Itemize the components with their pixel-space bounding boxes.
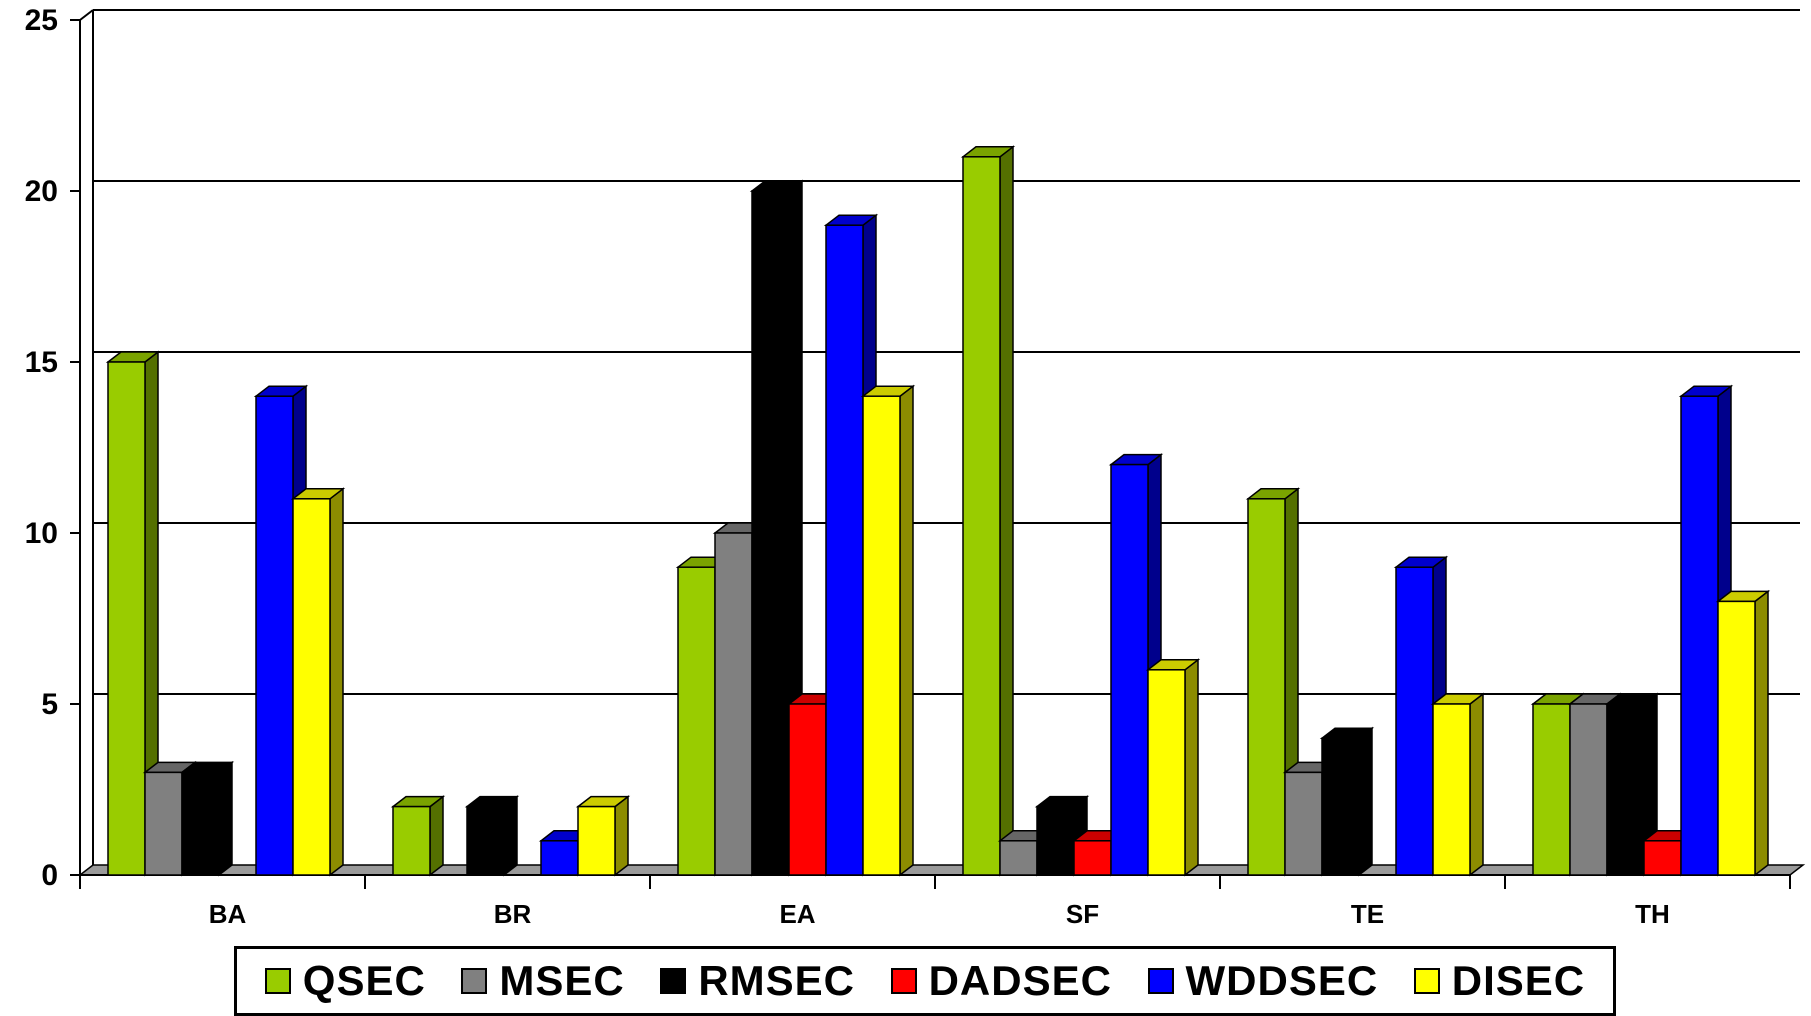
- bar-rmsec-te-side: [1358, 726, 1373, 877]
- legend-label: MSEC: [499, 957, 625, 1004]
- bar-qsec-br-side: [429, 795, 444, 877]
- bar-wddsec-th: [1680, 395, 1719, 876]
- bar-disec-ea-side: [899, 384, 914, 877]
- bar-wddsec-ea: [825, 224, 864, 876]
- y-tick-label: 25: [25, 4, 58, 37]
- y-axis-top-edge: [79, 9, 94, 21]
- bar-msec-sf: [999, 840, 1038, 876]
- bar-qsec-sf: [962, 156, 1001, 876]
- x-category-label: SF: [1066, 899, 1099, 929]
- bar-rmsec-ba: [181, 771, 220, 876]
- y-tick-label: 0: [41, 859, 58, 892]
- x-category-label: BA: [209, 899, 247, 929]
- bar-rmsec-br-side: [503, 795, 518, 877]
- legend-swatch: [1147, 968, 1174, 994]
- bar-rmsec-ba-side: [218, 760, 233, 877]
- legend: QSEC MSEC RMSEC DADSEC WDDSEC DISEC: [234, 946, 1616, 1016]
- bar-qsec-ea: [677, 566, 716, 876]
- bar-disec-te: [1432, 703, 1471, 876]
- x-category-label: TH: [1635, 899, 1670, 929]
- y-tick-label: 10: [25, 517, 58, 550]
- bar-disec-ba-side: [329, 487, 344, 877]
- bar-rmsec-ea: [751, 190, 790, 876]
- legend-label: DISEC: [1451, 957, 1586, 1004]
- legend-item-disec: DISEC: [1413, 957, 1586, 1005]
- legend-swatch: [1413, 968, 1440, 994]
- bar-disec-te-side: [1469, 692, 1484, 877]
- legend-swatch: [660, 968, 687, 994]
- bar-rmsec-br: [466, 805, 505, 876]
- y-tick-label: 5: [41, 688, 58, 721]
- bar-disec-ea: [862, 395, 901, 876]
- bar-dadsec-ea: [788, 703, 827, 876]
- legend-swatch: [461, 968, 488, 994]
- bar-disec-sf: [1147, 669, 1186, 876]
- bar-dadsec-th: [1643, 840, 1682, 876]
- bar-qsec-ba: [107, 361, 146, 876]
- legend-item-dadsec: DADSEC: [890, 957, 1112, 1005]
- y-tick-label: 20: [25, 175, 58, 208]
- bar-msec-te: [1284, 771, 1323, 876]
- legend-label: QSEC: [302, 957, 426, 1004]
- legend-label: WDDSEC: [1185, 957, 1379, 1004]
- bar-disec-sf-side: [1184, 658, 1199, 877]
- legend-label: DADSEC: [928, 957, 1112, 1004]
- bar-wddsec-sf: [1110, 463, 1149, 876]
- bar-msec-th: [1569, 703, 1608, 876]
- legend-item-rmsec: RMSEC: [660, 957, 855, 1005]
- legend-label: RMSEC: [698, 957, 856, 1004]
- bar-qsec-th: [1532, 703, 1571, 876]
- bar-disec-br-side: [614, 795, 629, 877]
- x-category-label: BR: [494, 899, 532, 929]
- legend-item-wddsec: WDDSEC: [1147, 957, 1379, 1005]
- bar-disec-th: [1717, 600, 1756, 876]
- legend-swatch: [890, 968, 917, 994]
- y-tick-label: 15: [25, 346, 58, 379]
- bar-wddsec-br: [540, 840, 579, 876]
- bar-msec-ba: [144, 771, 183, 876]
- legend-item-qsec: QSEC: [264, 957, 426, 1005]
- bar-disec-br: [577, 805, 616, 876]
- bar-dadsec-sf: [1073, 840, 1112, 876]
- bar-disec-ba: [292, 498, 331, 876]
- bar-rmsec-th: [1606, 703, 1645, 876]
- bar-qsec-te: [1247, 498, 1286, 876]
- bar-wddsec-te: [1395, 566, 1434, 876]
- legend-item-msec: MSEC: [461, 957, 624, 1005]
- x-category-label: TE: [1351, 899, 1384, 929]
- bar-qsec-br: [392, 805, 431, 876]
- bar-rmsec-sf: [1036, 805, 1075, 876]
- bar-wddsec-ba: [255, 395, 294, 876]
- bar-msec-ea: [714, 532, 753, 876]
- x-category-label: EA: [779, 899, 815, 929]
- bar-rmsec-te: [1321, 737, 1360, 876]
- bar-disec-th-side: [1754, 589, 1769, 877]
- legend-swatch: [264, 968, 291, 994]
- bar-qsec-sf-side: [999, 145, 1014, 877]
